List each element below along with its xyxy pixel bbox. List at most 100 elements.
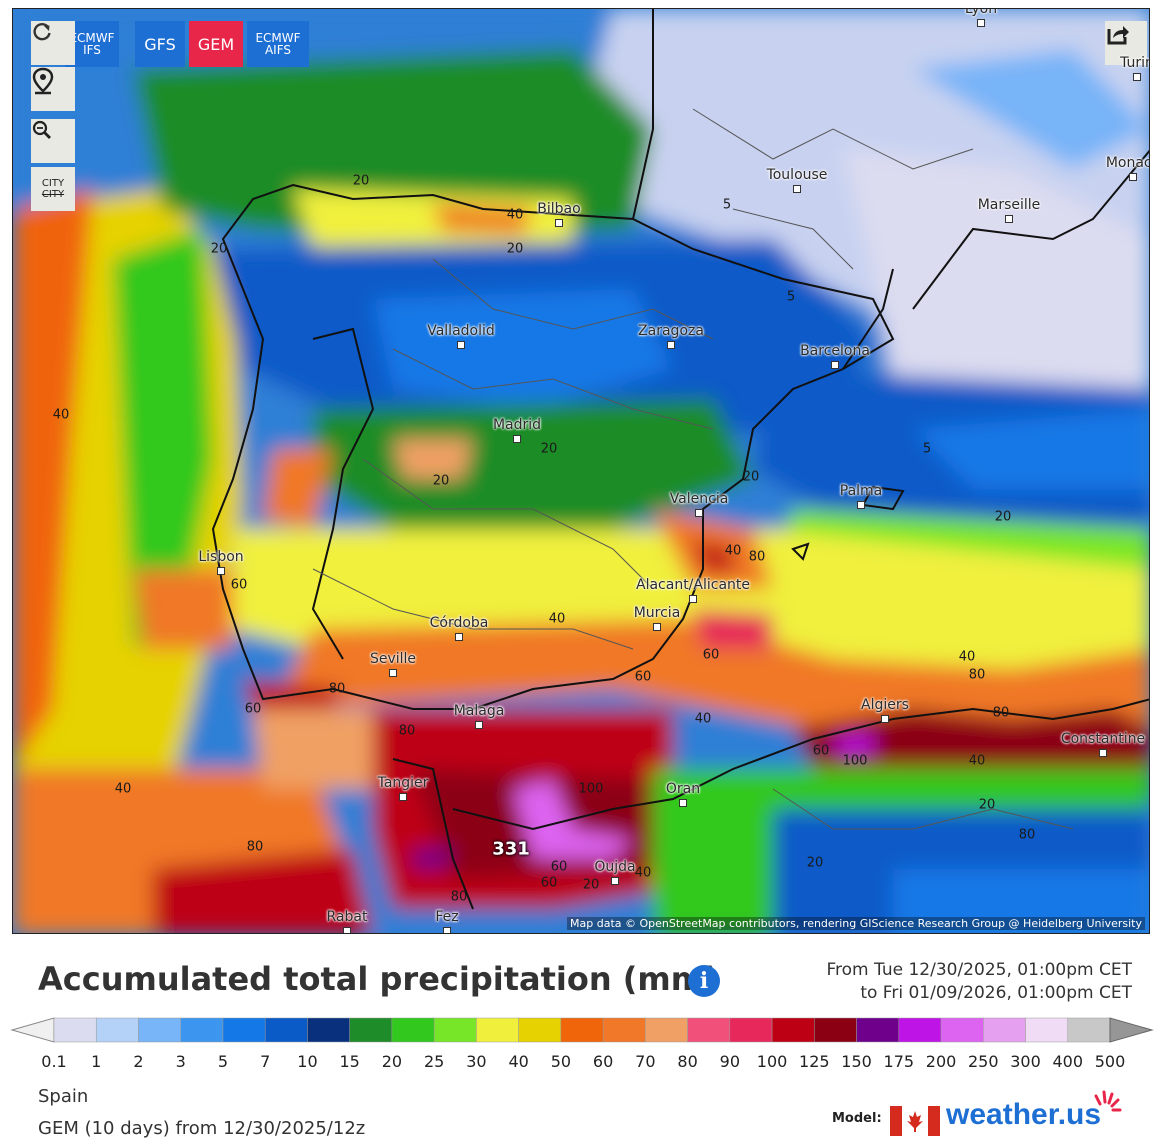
contour-label: 40 <box>958 649 976 665</box>
model-button-gfs[interactable]: GFS <box>135 21 185 67</box>
legend-label: 200 <box>925 1052 957 1071</box>
city-marker <box>443 927 451 933</box>
model-button-ecmwf-aifs[interactable]: ECMWF AIFS <box>247 21 309 67</box>
location-pin-icon <box>32 67 54 95</box>
city-label: Turin <box>1120 55 1149 71</box>
contour-label: 20 <box>432 473 450 489</box>
contour-label: 100 <box>842 753 868 769</box>
city-marker <box>611 877 619 885</box>
city-marker <box>1133 73 1141 81</box>
model-button-gem[interactable]: GEM <box>189 21 243 67</box>
city-marker <box>793 185 801 193</box>
legend-label: 2 <box>133 1052 144 1071</box>
contour-label: 60 <box>230 577 248 593</box>
city-toggle-label-on: CITY <box>41 178 65 189</box>
sun-rays-icon <box>1094 1090 1122 1112</box>
city-label: Palma <box>839 483 883 499</box>
contour-label: 60 <box>244 701 262 717</box>
contour-label: 80 <box>1018 827 1036 843</box>
contour-label: 80 <box>992 705 1010 721</box>
legend-swatch <box>814 1017 857 1043</box>
precipitation-map[interactable]: ECMWF IFS GFS GEM ECMWF AIFS CITY CITY Lyon Tu… <box>12 8 1150 934</box>
legend-swatch <box>476 1017 519 1043</box>
map-attribution[interactable]: Map data © OpenStreetMap contributors, r… <box>567 917 1145 930</box>
city-marker <box>389 669 397 677</box>
contour-label: 40 <box>114 781 132 797</box>
city-label: Barcelona <box>800 343 870 359</box>
city-marker <box>1005 215 1013 223</box>
city-marker <box>679 799 687 807</box>
city-label: Marseille <box>977 197 1041 213</box>
brand-logo[interactable]: weather.us <box>946 1098 1102 1131</box>
legend-swatch <box>433 1017 477 1043</box>
legend-swatch <box>307 1017 350 1043</box>
legend-swatch <box>983 1017 1026 1043</box>
zoom-icon <box>32 120 51 139</box>
city-marker <box>457 341 465 349</box>
legend-swatch <box>264 1017 308 1043</box>
share-icon <box>1107 26 1129 45</box>
city-label: Bilbao <box>537 201 581 217</box>
contour-label: 20 <box>978 797 996 813</box>
legend-label: 10 <box>297 1052 318 1071</box>
legend-label: 80 <box>677 1052 698 1071</box>
model-tag: Model: <box>832 1111 882 1126</box>
info-icon[interactable]: i <box>688 965 720 997</box>
city-label: Tangier <box>377 775 429 791</box>
city-marker <box>343 927 351 933</box>
city-marker <box>977 19 985 27</box>
city-label: Constantine <box>1060 731 1146 747</box>
contour-label: 20 <box>540 441 558 457</box>
city-label: Alacant/Alicante <box>635 577 751 593</box>
contour-label: 5 <box>786 289 796 305</box>
city-marker <box>667 341 675 349</box>
legend-label: 150 <box>841 1052 872 1071</box>
city-label: Madrid <box>492 417 542 433</box>
refresh-icon <box>33 22 51 41</box>
contour-label: 60 <box>702 647 720 663</box>
legend-underflow-arrow <box>10 1017 55 1043</box>
city-label: Valencia <box>669 491 729 507</box>
legend-swatch <box>560 1017 604 1043</box>
zoom-button[interactable] <box>31 119 75 163</box>
city-marker <box>653 623 661 631</box>
legend-label: 300 <box>1010 1052 1041 1071</box>
city-label: Monaco <box>1105 155 1149 171</box>
legend-swatch <box>222 1017 266 1043</box>
legend-swatch <box>687 1017 731 1043</box>
legend-swatch <box>645 1017 688 1043</box>
contour-label: 80 <box>450 889 468 905</box>
contour-label: 60 <box>550 859 568 875</box>
period-from: From Tue 12/30/2025, 01:00pm CET <box>826 960 1133 980</box>
legend-label: 25 <box>423 1052 445 1071</box>
city-marker <box>475 721 483 729</box>
legend-label: 5 <box>217 1052 229 1071</box>
city-marker <box>1099 749 1107 757</box>
legend-label: 7 <box>260 1052 271 1071</box>
contour-label: 80 <box>968 667 986 683</box>
city-label: Lyon <box>964 8 998 17</box>
city-marker <box>1129 173 1137 181</box>
contour-label: 20 <box>742 469 760 485</box>
refresh-button[interactable] <box>31 21 75 65</box>
model-button-label: GFS <box>144 34 176 54</box>
legend-swatch <box>602 1017 646 1043</box>
legend-swatch <box>349 1017 393 1043</box>
city-label: Oujda <box>594 859 636 875</box>
city-label: Oran <box>665 781 701 797</box>
city-marker <box>689 595 697 603</box>
contour-label: 100 <box>578 781 604 797</box>
contour-label: 20 <box>506 241 524 257</box>
max-precip-label: 331 <box>492 838 530 860</box>
page-title: Accumulated total precipitation (mm) <box>38 960 719 998</box>
contour-label: 20 <box>210 241 228 257</box>
contour-label: 5 <box>722 197 732 213</box>
legend-label: 175 <box>883 1052 915 1071</box>
share-button[interactable] <box>1105 21 1147 65</box>
location-button[interactable] <box>31 67 75 111</box>
legend-label: 125 <box>799 1052 830 1071</box>
legend-swatch <box>180 1017 224 1043</box>
city-marker <box>399 793 407 801</box>
city-toggle-button[interactable]: CITY CITY <box>31 167 75 211</box>
city-marker <box>555 219 563 227</box>
